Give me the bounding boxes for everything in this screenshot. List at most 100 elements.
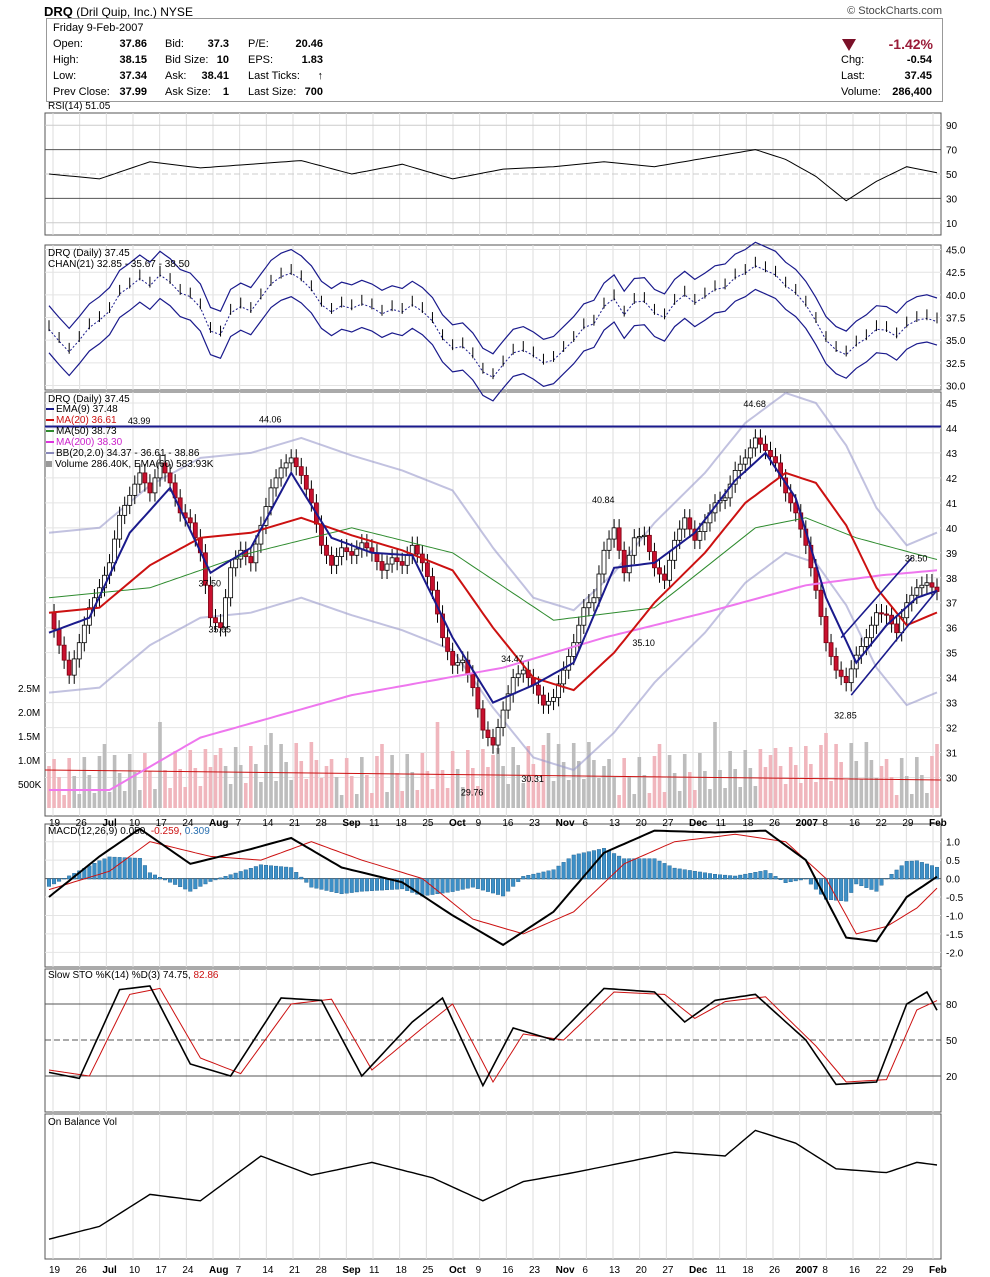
price-tick-label: 39 bbox=[946, 549, 958, 560]
macd-histogram-bar bbox=[147, 872, 152, 880]
candle-down bbox=[480, 708, 486, 731]
volume-bar bbox=[460, 787, 465, 808]
macd-histogram-bar bbox=[929, 865, 934, 880]
macd-histogram-bar bbox=[248, 868, 253, 880]
chan-title: DRQ (Daily) 37.45 bbox=[48, 248, 130, 259]
price-annotation: 35.10 bbox=[632, 638, 655, 648]
macd-histogram-bar bbox=[874, 878, 879, 892]
volume-bar bbox=[829, 781, 833, 808]
volume-bar bbox=[450, 751, 455, 808]
volume-bar bbox=[864, 742, 869, 808]
volume-bar bbox=[536, 782, 541, 808]
x-tick-label: Sep bbox=[342, 1265, 360, 1276]
candle-down bbox=[838, 669, 844, 677]
macd-histogram-bar bbox=[364, 878, 369, 892]
volume-bar bbox=[208, 767, 213, 808]
volume-bar bbox=[592, 760, 596, 808]
x-tick-label: 10 bbox=[129, 818, 141, 829]
macd-histogram-bar bbox=[62, 878, 67, 880]
x-tick-label: 16 bbox=[849, 1265, 861, 1276]
price-tick-label: 40 bbox=[946, 524, 958, 535]
macd-histogram-bar bbox=[652, 858, 657, 880]
price-tick-label: 42 bbox=[946, 474, 958, 485]
candle-up bbox=[576, 624, 582, 644]
macd-histogram-bar bbox=[470, 878, 475, 888]
volume-bar bbox=[87, 775, 92, 808]
price-annotation: 43.99 bbox=[128, 416, 151, 426]
candle-up bbox=[223, 597, 228, 629]
x-tick-label: 25 bbox=[422, 818, 434, 829]
volume-bar bbox=[708, 789, 712, 808]
macd-histogram-bar bbox=[808, 878, 813, 885]
x-tick-label: 14 bbox=[262, 818, 274, 829]
macd-histogram-bar bbox=[677, 868, 682, 880]
macd-histogram-bar bbox=[869, 878, 874, 890]
high-label: High: bbox=[53, 54, 79, 66]
macd-histogram-bar bbox=[344, 878, 349, 894]
volume-bar bbox=[238, 765, 243, 808]
volume-bar bbox=[531, 764, 536, 808]
volume-bar bbox=[748, 768, 753, 808]
x-tick-label: 26 bbox=[76, 818, 88, 829]
x-tick-label: 26 bbox=[76, 1265, 88, 1276]
macd-histogram-bar bbox=[511, 878, 516, 887]
macd-histogram-bar bbox=[662, 863, 667, 880]
macd-tick-label: -2.0 bbox=[946, 948, 964, 959]
macd-histogram-bar bbox=[904, 861, 909, 880]
candle-up bbox=[596, 573, 602, 599]
volume-bar bbox=[102, 744, 107, 808]
macd-histogram-bar bbox=[718, 874, 723, 880]
x-tick-label: 19 bbox=[49, 818, 61, 829]
volume-bar bbox=[304, 779, 309, 808]
volume-bar bbox=[809, 764, 813, 808]
quote-date: Friday 9-Feb-2007 bbox=[53, 22, 144, 34]
macd-histogram-bar bbox=[531, 873, 536, 880]
price-tick-label: 44 bbox=[946, 424, 958, 435]
volume-bar bbox=[344, 758, 349, 808]
macd-histogram-bar bbox=[218, 877, 223, 880]
candle-up bbox=[460, 659, 466, 664]
macd-histogram-bar bbox=[238, 871, 243, 880]
stockcharts-credit[interactable]: © StockCharts.com bbox=[847, 5, 942, 17]
volume-bar bbox=[132, 772, 137, 808]
candle-up bbox=[551, 697, 556, 702]
macd-histogram-bar bbox=[733, 875, 738, 880]
volume-bar bbox=[249, 746, 253, 808]
macd-histogram-bar bbox=[127, 857, 132, 880]
candle-down bbox=[248, 556, 254, 564]
volume-bar bbox=[662, 792, 667, 808]
volume-bar bbox=[693, 790, 697, 808]
company-name: (Dril Quip, Inc.) bbox=[76, 5, 157, 19]
macd-histogram-bar bbox=[889, 874, 894, 880]
macd-histogram-bar bbox=[561, 862, 566, 880]
candle-down bbox=[61, 644, 67, 661]
bid-size-value: 10 bbox=[216, 54, 229, 66]
macd-histogram-bar bbox=[738, 874, 743, 880]
volume-bar bbox=[798, 783, 803, 808]
macd-histogram-bar bbox=[667, 865, 672, 880]
macd-histogram-bar bbox=[849, 878, 854, 893]
volume-bar bbox=[183, 787, 188, 808]
macd-histogram-bar bbox=[314, 878, 319, 889]
volume-bar bbox=[92, 793, 97, 808]
macd-histogram-bar bbox=[258, 864, 263, 880]
candle-up bbox=[611, 527, 617, 540]
volume-bar bbox=[279, 744, 283, 808]
macd-histogram-bar bbox=[894, 869, 899, 880]
x-tick-label: 14 bbox=[262, 1265, 274, 1276]
volume-bar bbox=[284, 762, 288, 808]
price-tick-label: 34 bbox=[946, 674, 958, 685]
candle-down bbox=[773, 456, 778, 464]
volume-bar bbox=[354, 794, 359, 808]
macd-histogram-bar bbox=[859, 878, 864, 887]
volume-bar bbox=[77, 794, 82, 808]
macd-histogram-bar bbox=[107, 856, 112, 880]
macd-histogram-bar bbox=[829, 878, 834, 901]
volume-bar bbox=[72, 776, 77, 808]
volume-bar bbox=[804, 746, 808, 808]
x-tick-label: 11 bbox=[716, 1265, 727, 1276]
macd-histogram-bar bbox=[97, 860, 102, 880]
x-tick-label: 27 bbox=[662, 818, 674, 829]
volume-bar bbox=[471, 768, 475, 808]
volume-bar bbox=[582, 779, 586, 808]
